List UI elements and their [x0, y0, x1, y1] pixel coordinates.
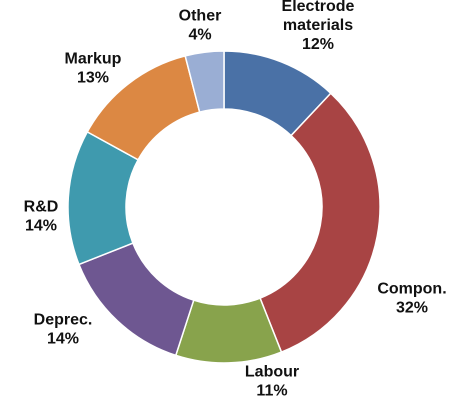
slice-label-r-d: R&D 14%	[24, 199, 59, 235]
slice-name: Deprec.	[34, 312, 93, 329]
slice-name: Markup	[65, 51, 122, 68]
slice-name: Other	[179, 8, 222, 25]
slice-percent: 14%	[47, 331, 79, 348]
slice-percent: 13%	[77, 70, 109, 87]
slice-percent: 32%	[396, 300, 428, 317]
slice-percent: 12%	[302, 36, 334, 53]
slice-other	[184, 50, 225, 113]
slice-name: R&D	[24, 199, 59, 216]
slice-label-markup: Markup 13%	[65, 51, 122, 87]
slice-label-labour: Labour 11%	[245, 364, 299, 400]
slice-deprec	[77, 242, 195, 357]
slice-percent: 4%	[188, 27, 211, 44]
slice-label-other: Other 4%	[179, 8, 222, 44]
slice-label-compon: Compon. 32%	[377, 281, 446, 317]
slice-label-electrode-materials: Electrode materials 12%	[282, 0, 355, 53]
slice-percent: 11%	[256, 383, 287, 400]
slice-name: Electrode	[282, 0, 355, 15]
slice-compon	[259, 92, 381, 354]
slice-name: Compon.	[377, 281, 446, 298]
donut-slices	[67, 50, 381, 364]
slice-label-deprec: Deprec. 14%	[34, 312, 93, 348]
slice-labels: Electrode materials 12% Compon. 32% Labour 11%…	[24, 0, 447, 400]
slice-percent: 14%	[25, 218, 57, 235]
slice-name: materials	[283, 17, 353, 34]
slice-name: Labour	[245, 364, 299, 381]
